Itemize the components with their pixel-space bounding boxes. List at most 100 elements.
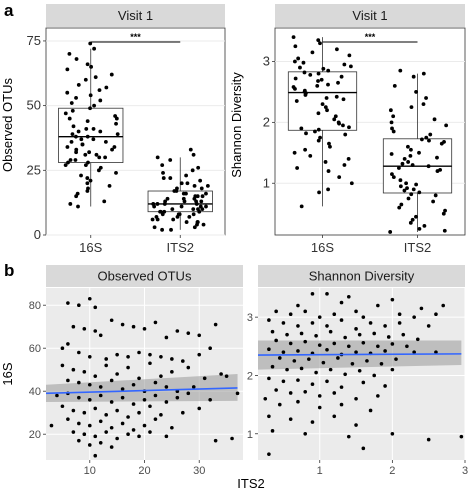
- data-point: [126, 355, 130, 359]
- data-point: [398, 178, 403, 183]
- data-point: [343, 335, 347, 340]
- data-point: [347, 53, 352, 58]
- data-point: [325, 324, 329, 328]
- significance-label: ***: [365, 32, 376, 42]
- data-point: [77, 438, 81, 443]
- data-point: [346, 156, 351, 161]
- facet-title: Visit 1: [118, 8, 153, 23]
- data-point: [389, 120, 394, 125]
- data-point: [411, 74, 416, 79]
- data-point: [87, 398, 92, 402]
- data-point: [195, 222, 199, 227]
- data-point: [77, 380, 81, 385]
- data-point: [71, 367, 76, 372]
- data-point: [74, 57, 79, 61]
- data-point: [70, 108, 75, 113]
- x-tick-label: 30: [193, 465, 205, 477]
- data-point: [350, 361, 355, 366]
- data-point: [200, 207, 205, 212]
- data-point: [310, 382, 315, 387]
- data-point: [293, 76, 298, 81]
- data-point: [406, 196, 411, 201]
- data-point: [60, 363, 65, 368]
- data-point: [288, 312, 293, 317]
- data-point: [104, 430, 108, 434]
- data-point: [98, 385, 103, 389]
- data-point: [301, 60, 306, 65]
- data-point: [186, 331, 191, 335]
- data-point: [170, 370, 174, 374]
- data-point: [185, 181, 190, 186]
- data-point: [318, 135, 322, 140]
- data-point: [83, 163, 88, 168]
- data-point: [281, 379, 286, 384]
- data-point: [400, 161, 405, 166]
- data-point: [354, 309, 358, 314]
- data-point: [192, 183, 197, 188]
- data-point: [186, 365, 191, 370]
- data-point: [197, 333, 202, 338]
- data-point: [422, 223, 427, 228]
- data-point: [346, 434, 351, 439]
- facet-strip: [258, 265, 465, 287]
- data-point: [433, 193, 438, 198]
- x-tick-label: ITS2: [167, 240, 194, 255]
- data-point: [402, 156, 407, 161]
- data-point: [73, 158, 78, 162]
- data-point: [390, 172, 394, 177]
- data-point: [372, 373, 377, 378]
- data-point: [336, 80, 340, 85]
- data-point: [171, 217, 176, 222]
- regression-line: [45, 387, 238, 395]
- data-point: [164, 335, 169, 340]
- data-point: [160, 212, 165, 217]
- data-point: [112, 145, 117, 149]
- data-point: [97, 168, 101, 173]
- data-point: [137, 434, 141, 439]
- data-point: [71, 324, 76, 329]
- regression-line: [257, 353, 462, 356]
- data-point: [71, 124, 76, 129]
- data-point: [93, 374, 98, 378]
- data-point: [357, 332, 362, 337]
- data-point: [97, 155, 102, 160]
- data-point: [332, 341, 337, 346]
- data-point: [179, 204, 184, 209]
- data-point: [71, 430, 76, 434]
- data-point: [68, 158, 73, 162]
- data-point: [339, 300, 344, 305]
- data-point: [406, 160, 411, 164]
- data-point: [291, 35, 296, 40]
- data-point: [198, 178, 203, 183]
- data-point: [333, 114, 338, 119]
- data-point: [391, 129, 396, 134]
- data-point: [126, 365, 130, 370]
- data-point: [296, 324, 300, 328]
- data-point: [165, 196, 170, 201]
- data-point: [325, 292, 329, 296]
- data-point: [197, 406, 202, 411]
- data-point: [414, 90, 418, 94]
- data-point: [137, 410, 141, 415]
- data-point: [317, 343, 322, 347]
- data-point: [170, 425, 174, 430]
- data-point: [98, 98, 103, 103]
- data-point: [435, 169, 440, 173]
- data-point: [315, 83, 320, 88]
- data-point: [317, 315, 322, 319]
- data-point: [426, 437, 431, 442]
- data-point: [115, 436, 119, 441]
- data-point: [323, 105, 328, 110]
- data-point: [104, 357, 108, 361]
- data-point: [285, 367, 289, 372]
- data-point: [316, 111, 321, 116]
- y-tick-label: 1: [263, 175, 270, 190]
- data-point: [299, 126, 304, 131]
- data-point: [196, 165, 201, 170]
- data-point: [296, 378, 300, 382]
- y-tick-label: 80: [29, 300, 41, 312]
- data-point: [383, 324, 387, 328]
- data-point: [267, 347, 271, 352]
- data-point: [65, 145, 70, 149]
- data-point: [368, 408, 373, 413]
